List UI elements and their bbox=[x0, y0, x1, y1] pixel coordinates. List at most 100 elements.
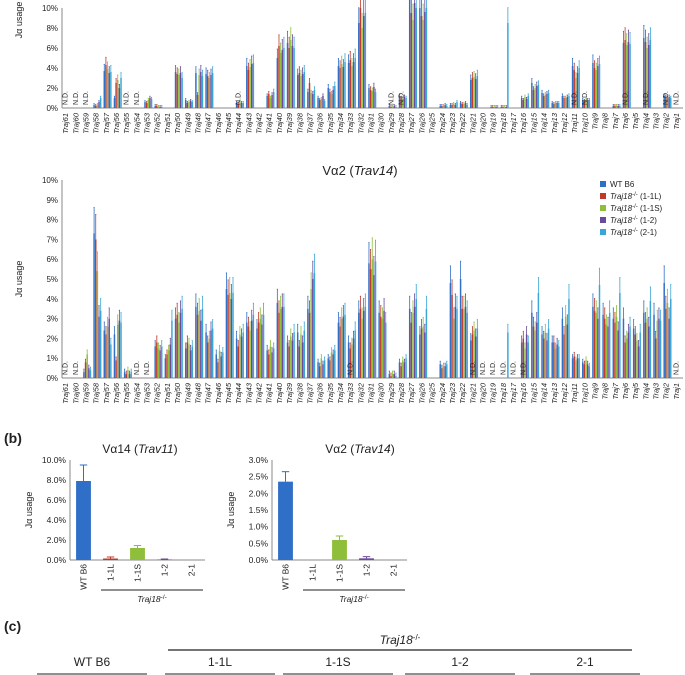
y-tick-label: 6% bbox=[46, 255, 58, 264]
bar bbox=[656, 320, 659, 378]
bar bbox=[301, 342, 304, 378]
bar bbox=[317, 362, 319, 378]
x-tick-label: Traj29 bbox=[387, 382, 396, 404]
x-tick-label: 1-2 bbox=[362, 564, 372, 577]
bar bbox=[441, 106, 443, 108]
bar bbox=[195, 73, 197, 108]
x-tick-label: Traj61 bbox=[61, 383, 70, 404]
y-tick-label: 2.5% bbox=[249, 472, 269, 482]
bar bbox=[228, 292, 231, 378]
x-tick-label: Traj37 bbox=[305, 382, 314, 404]
bar bbox=[250, 320, 253, 378]
chart-a-top: 0%2%4%6%8%10%Jα usageN.D.Traj61N.D.Traj6… bbox=[14, 0, 683, 134]
bar bbox=[612, 106, 615, 108]
bar bbox=[439, 364, 441, 378]
bar bbox=[643, 38, 645, 108]
bar bbox=[393, 106, 395, 108]
bar bbox=[329, 92, 331, 108]
bar bbox=[463, 104, 465, 108]
bar bbox=[159, 350, 161, 378]
bar bbox=[181, 78, 183, 108]
bar bbox=[598, 284, 601, 378]
chart-a-bottom-title: Vα2 (Trav14) bbox=[322, 163, 398, 178]
bar bbox=[108, 73, 110, 108]
bar bbox=[405, 358, 407, 378]
bar bbox=[412, 312, 414, 378]
x-tick-label: WT B6 bbox=[281, 564, 291, 590]
bar bbox=[110, 72, 112, 108]
table-column-header: 1-1S bbox=[325, 655, 350, 669]
bar bbox=[626, 45, 628, 108]
bar bbox=[145, 103, 148, 108]
bar bbox=[524, 348, 526, 378]
bar bbox=[452, 318, 455, 378]
bar bbox=[332, 90, 334, 108]
x-tick-label: Traj25 bbox=[428, 112, 437, 134]
bar bbox=[592, 63, 594, 108]
x-tick-label: Traj56 bbox=[112, 382, 121, 404]
bar bbox=[473, 330, 475, 378]
bar bbox=[403, 362, 406, 378]
x-tick-label: Traj22 bbox=[458, 112, 467, 134]
bar bbox=[400, 366, 402, 378]
bar bbox=[604, 318, 606, 378]
x-tick-label: Traj39 bbox=[285, 382, 294, 404]
bar bbox=[347, 342, 350, 378]
bar bbox=[632, 328, 635, 378]
bar bbox=[648, 45, 650, 108]
bar bbox=[237, 104, 239, 108]
x-tick-label: Traj36 bbox=[316, 382, 325, 404]
x-tick-label: Traj60 bbox=[71, 382, 80, 404]
bar bbox=[391, 107, 394, 108]
bar bbox=[200, 320, 202, 378]
x-tick-label: Traj47 bbox=[204, 112, 213, 134]
table-column-header: 1-2 bbox=[451, 655, 469, 669]
bar bbox=[342, 316, 345, 378]
bar bbox=[93, 105, 95, 108]
bar bbox=[575, 360, 577, 378]
bar bbox=[320, 358, 323, 378]
bar bbox=[117, 80, 119, 108]
bar bbox=[568, 96, 570, 108]
x-tick-label: Traj8 bbox=[601, 382, 610, 399]
nd-label: N.D. bbox=[500, 361, 507, 375]
bar bbox=[323, 101, 326, 108]
bar bbox=[384, 322, 387, 378]
bar bbox=[502, 107, 504, 108]
bar bbox=[644, 322, 647, 378]
table-group-label: Traj18-/- bbox=[380, 633, 421, 647]
bar bbox=[464, 306, 467, 378]
bar bbox=[361, 28, 363, 108]
bar bbox=[410, 322, 413, 378]
x-tick-label: Traj26 bbox=[417, 112, 426, 134]
x-tick-label: Traj57 bbox=[102, 382, 111, 404]
bar bbox=[522, 338, 525, 378]
bar bbox=[442, 106, 445, 108]
y-tick-label: 6% bbox=[46, 44, 58, 53]
y-axis-label: Jα usage bbox=[14, 2, 24, 39]
bar bbox=[520, 342, 523, 378]
x-tick-label: Traj47 bbox=[204, 382, 213, 404]
bar bbox=[544, 332, 547, 378]
x-tick-label: Traj17 bbox=[509, 382, 518, 404]
bar bbox=[300, 76, 302, 108]
bar bbox=[597, 66, 599, 108]
x-tick-label: Traj59 bbox=[81, 382, 90, 404]
bar bbox=[178, 322, 180, 378]
bar bbox=[259, 318, 262, 378]
bar bbox=[215, 354, 217, 378]
bar bbox=[668, 97, 670, 108]
x-tick-label: Traj48 bbox=[193, 382, 202, 404]
x-tick-label: Traj16 bbox=[519, 382, 528, 404]
bar bbox=[536, 322, 538, 378]
x-tick-label: Traj34 bbox=[336, 383, 345, 404]
nd-label: N.D. bbox=[388, 91, 395, 105]
bar bbox=[380, 316, 382, 378]
bar bbox=[256, 328, 258, 378]
x-tick-label: Traj8 bbox=[601, 112, 610, 129]
bar bbox=[466, 312, 468, 378]
bar bbox=[364, 13, 367, 108]
bar bbox=[470, 340, 472, 378]
bar bbox=[262, 314, 265, 378]
x-tick-label: Traj30 bbox=[377, 382, 386, 404]
